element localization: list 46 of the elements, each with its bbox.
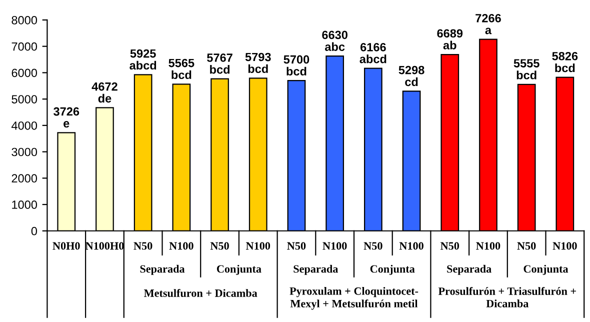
- x-tick-label: N100: [476, 242, 500, 250]
- y-tick-label: 5000: [12, 95, 38, 104]
- x-tick-label: N100H0: [85, 242, 124, 250]
- text: Conjunta: [216, 264, 262, 275]
- x-tick-label: N100: [552, 242, 577, 250]
- y-tick-label: 4000: [11, 121, 38, 130]
- text: Conjunta: [370, 264, 415, 275]
- data-label: 5700 bcd: [284, 55, 310, 76]
- y-tick-label: 7000: [12, 42, 38, 51]
- x-tick-label: N100: [399, 242, 424, 250]
- x-tick-label: N50: [440, 242, 460, 250]
- data-label: 5826 bcd: [552, 52, 578, 72]
- data-label: 6166 abcd: [360, 42, 386, 64]
- text: Prosulfurón + Triasulfurón + Dicamba: [438, 287, 576, 308]
- x-tick-label: N100: [169, 242, 194, 250]
- text: Pyroxulam + Cloquintocet- Mexyl + Metsulfurón metil: [290, 287, 418, 310]
- text: Separada: [140, 264, 185, 275]
- x-tick-label: N50: [517, 242, 536, 250]
- text: Metsulfuron + Dicamba: [144, 288, 258, 297]
- y-tick-label: 2000: [12, 174, 38, 183]
- data-label: 7266 a: [476, 14, 501, 34]
- y-tick-label: 1000: [12, 200, 38, 209]
- data-label: 5767 bcd: [207, 54, 232, 74]
- data-label: 4672 de: [92, 82, 118, 103]
- data-label: 5793 bcd: [245, 52, 271, 74]
- data-label: 3726 e: [54, 107, 80, 128]
- data-label: 5298 cd: [398, 66, 424, 86]
- x-tick-label: N50: [210, 242, 229, 250]
- data-label: 6630 abc: [322, 30, 348, 51]
- y-tick-label: 3000: [12, 148, 38, 156]
- text: Separada: [447, 264, 492, 275]
- x-tick-label: N50: [134, 242, 152, 250]
- text: Conjunta: [524, 264, 568, 275]
- x-tick-label: N50: [364, 242, 382, 250]
- x-tick-label: N0H0: [52, 242, 80, 250]
- data-label: 5555 bcd: [514, 59, 540, 80]
- text: Separada: [294, 264, 338, 275]
- data-label: 5925 abcd: [130, 49, 156, 70]
- y-tick-label: 0: [31, 226, 38, 236]
- y-tick-label: 8000: [12, 16, 38, 24]
- x-tick-label: N100: [322, 242, 347, 250]
- data-label: 6689 ab: [437, 29, 463, 50]
- data-label: 5565 bcd: [168, 58, 194, 80]
- x-tick-label: N100: [246, 242, 270, 250]
- x-tick-label: N50: [287, 242, 306, 250]
- y-tick-label: 6000: [12, 68, 38, 78]
